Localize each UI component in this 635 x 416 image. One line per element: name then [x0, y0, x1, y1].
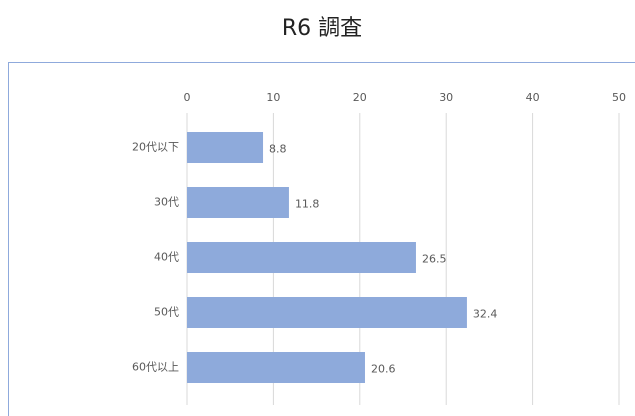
bar — [187, 132, 264, 163]
bar — [187, 297, 467, 328]
bar — [187, 242, 416, 273]
y-tick-label: 20代以下 — [132, 141, 179, 154]
y-tick-label: 60代以上 — [132, 361, 179, 374]
value-label: 8.8 — [269, 143, 287, 156]
x-tick-label: 40 — [526, 91, 540, 104]
chart-frame — [8, 62, 635, 416]
value-label: 26.5 — [422, 253, 447, 266]
x-tick-label: 50 — [612, 91, 626, 104]
y-tick-label: 40代 — [154, 251, 179, 264]
y-tick-label: 50代 — [154, 306, 179, 319]
x-tick-label: 20 — [353, 91, 367, 104]
value-label: 11.8 — [295, 198, 320, 211]
chart-title: R6 調査 — [282, 16, 362, 41]
x-tick-label: 10 — [266, 91, 280, 104]
bar — [187, 187, 289, 218]
bar — [187, 352, 365, 383]
x-tick-label: 0 — [184, 91, 191, 104]
value-label: 32.4 — [473, 308, 498, 321]
x-tick-label: 30 — [439, 91, 453, 104]
y-tick-label: 30代 — [154, 196, 179, 209]
value-label: 20.6 — [371, 363, 396, 376]
